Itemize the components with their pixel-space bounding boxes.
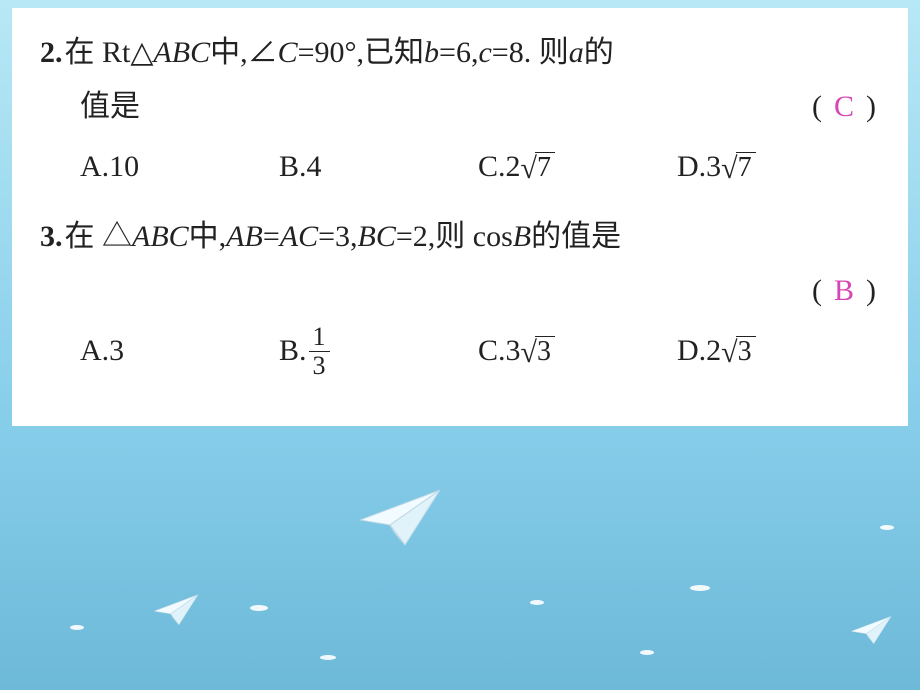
q3-t5: 的值是 [531, 210, 621, 264]
paper-plane-icon [360, 490, 445, 555]
question-box: 2. 在 Rt△ ABC 中,∠ C =90°,已知 b =6, c =8. 则… [12, 8, 908, 426]
q2-opt-a: A. 10 [80, 134, 279, 200]
q3-opt-b: B. 1 3 [279, 318, 478, 384]
q3-t4: =2,则 cos [396, 210, 513, 264]
bg-dot [320, 655, 336, 660]
q2-opt-d: D. 3 √7 [677, 134, 876, 200]
q2-opt-c: C. 2 √7 [478, 134, 677, 200]
q2-a: a [569, 26, 584, 80]
paper-plane-icon [851, 616, 894, 649]
bg-dot [880, 525, 894, 530]
q2-t5: =8. 则 [492, 26, 569, 80]
bg-dot [530, 600, 544, 605]
q3-AB: AB [226, 210, 263, 264]
q2-answer-paren: (C) [812, 80, 876, 134]
q2-options: A. 10 B. 4 C. 2 √7 D. 3 √7 [40, 134, 876, 200]
q3-stem: 3. 在 △ ABC 中, AB = AC =3, BC =2,则 cos B … [40, 210, 876, 264]
q2-triangle: ABC [153, 26, 210, 80]
q3-t1: 在 △ [65, 210, 133, 264]
q2-C: C [278, 26, 298, 80]
q2-t4: =6, [439, 26, 478, 80]
paper-plane-icon [154, 595, 201, 631]
bg-dot [640, 650, 654, 655]
bg-dot [690, 585, 710, 591]
q3-number: 3. [40, 210, 63, 264]
q3-opt-c: C. 3 √3 [478, 318, 677, 384]
q2-stem-line2: 值是 (C) [40, 80, 876, 134]
q3-t3: =3, [318, 210, 357, 264]
q3-stem-line2: (B) [40, 264, 876, 318]
q3-BC: BC [358, 210, 396, 264]
q3-answer-paren: (B) [812, 264, 876, 318]
bg-dot [70, 625, 84, 630]
q2-opt-b: B. 4 [279, 134, 478, 200]
q3-t2: 中, [189, 210, 227, 264]
bg-dot [250, 605, 268, 611]
q2-t1: 在 Rt△ [65, 26, 154, 80]
q3-opt-d: D. 2 √3 [677, 318, 876, 384]
q2-t6: 的 [584, 26, 614, 80]
q3-AC: AC [280, 210, 318, 264]
q3-options: A. 3 B. 1 3 C. 3 √3 D. 2 √3 [40, 318, 876, 384]
q2-line2: 值是 [80, 80, 140, 134]
q2-t2: 中,∠ [210, 26, 278, 80]
q2-number: 2. [40, 26, 63, 80]
q2-t3: =90°,已知 [298, 26, 424, 80]
q3-opt-a: A. 3 [80, 318, 279, 384]
q3-B: B [513, 210, 531, 264]
q3-answer: B [822, 264, 866, 318]
q2-answer: C [822, 80, 866, 134]
q2-c: c [478, 26, 491, 80]
q2-b: b [424, 26, 439, 80]
q3-triangle: ABC [132, 210, 189, 264]
q2-stem: 2. 在 Rt△ ABC 中,∠ C =90°,已知 b =6, c =8. 则… [40, 26, 876, 80]
